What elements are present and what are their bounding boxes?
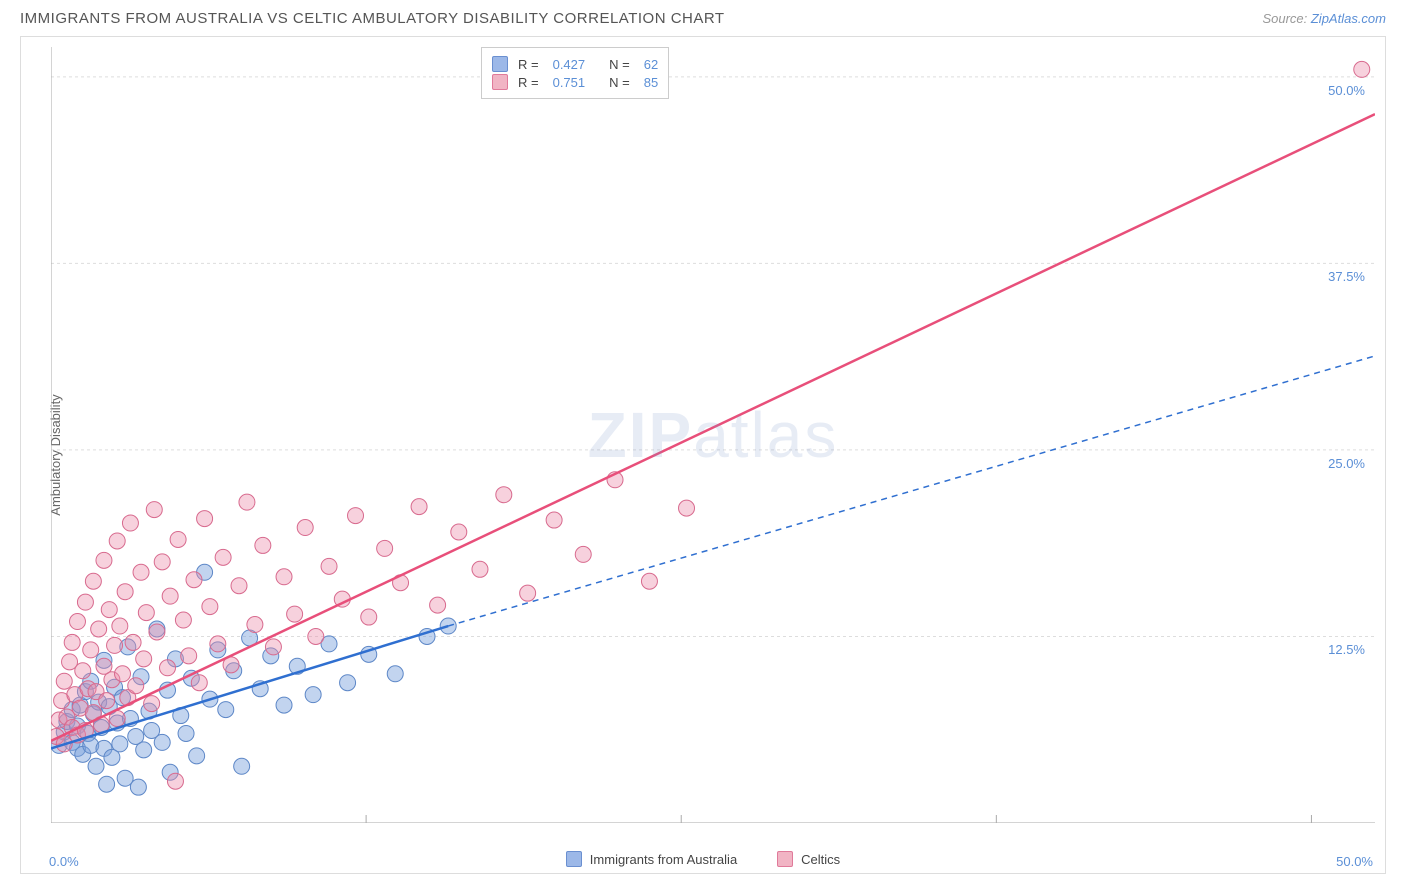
y-tick-label: 12.5% bbox=[1328, 642, 1365, 657]
legend-swatch bbox=[777, 851, 793, 867]
chart-header: IMMIGRANTS FROM AUSTRALIA VS CELTIC AMBU… bbox=[0, 0, 1406, 33]
legend-n-value: 85 bbox=[644, 75, 658, 90]
legend-n-label: N = bbox=[609, 75, 630, 90]
legend-swatch bbox=[492, 74, 508, 90]
y-tick-label: 50.0% bbox=[1328, 83, 1365, 98]
correlation-legend-box: R = 0.427 N = 62 R = 0.751 N = 85 bbox=[481, 47, 669, 99]
source-attribution: Source: ZipAtlas.com bbox=[1262, 11, 1386, 26]
legend-r-label: R = bbox=[518, 57, 539, 72]
series-legend: Immigrants from Australia Celtics bbox=[21, 851, 1385, 867]
legend-row: R = 0.427 N = 62 bbox=[492, 56, 658, 72]
legend-r-value: 0.427 bbox=[553, 57, 586, 72]
legend-n-label: N = bbox=[609, 57, 630, 72]
series-legend-item: Immigrants from Australia bbox=[566, 851, 737, 867]
legend-swatch bbox=[566, 851, 582, 867]
legend-r-label: R = bbox=[518, 75, 539, 90]
legend-row: R = 0.751 N = 85 bbox=[492, 74, 658, 90]
series-legend-label: Immigrants from Australia bbox=[590, 852, 737, 867]
chart-title: IMMIGRANTS FROM AUSTRALIA VS CELTIC AMBU… bbox=[20, 10, 725, 27]
source-prefix: Source: bbox=[1262, 11, 1310, 26]
source-link[interactable]: ZipAtlas.com bbox=[1311, 11, 1386, 26]
legend-r-value: 0.751 bbox=[553, 75, 586, 90]
legend-n-value: 62 bbox=[644, 57, 658, 72]
legend-swatch bbox=[492, 56, 508, 72]
series-legend-label: Celtics bbox=[801, 852, 840, 867]
chart-container: Ambulatory Disability ZIPatlas R =0.427 … bbox=[20, 36, 1386, 874]
scatter-plot-svg bbox=[51, 47, 1375, 823]
y-tick-label: 37.5% bbox=[1328, 269, 1365, 284]
series-legend-item: Celtics bbox=[777, 851, 840, 867]
y-tick-label: 25.0% bbox=[1328, 456, 1365, 471]
plot-area: ZIPatlas R =0.427 N =62 R =0.751 N =85 bbox=[51, 47, 1375, 823]
